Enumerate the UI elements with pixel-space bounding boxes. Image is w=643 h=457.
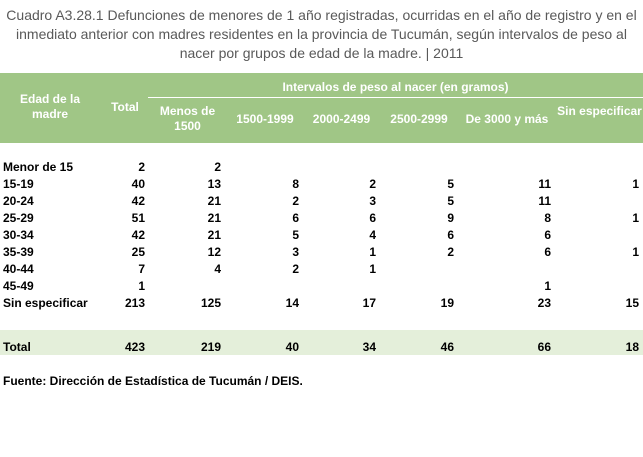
header-column: 2500-2999 bbox=[390, 112, 448, 126]
cell-value: 1 bbox=[632, 245, 639, 259]
cell-value: 12 bbox=[207, 245, 221, 259]
cell-value: 14 bbox=[285, 296, 299, 310]
cell-value: 8 bbox=[544, 211, 551, 225]
cell-value: 15 bbox=[625, 296, 639, 310]
cell-value: 21 bbox=[207, 228, 221, 242]
cell-value: 21 bbox=[207, 194, 221, 208]
cell-value: 2 bbox=[214, 160, 221, 174]
cell-value: 34 bbox=[362, 340, 376, 354]
cell-value: 3 bbox=[369, 194, 376, 208]
cell-value: 6 bbox=[544, 228, 551, 242]
cell-value: 42 bbox=[131, 194, 145, 208]
cell-value: 25 bbox=[131, 245, 145, 259]
header-age: Edad de la madre bbox=[19, 92, 81, 121]
cell-value: 2 bbox=[447, 245, 454, 259]
header-column: Sin especificar bbox=[557, 104, 642, 118]
cell-value: 1 bbox=[138, 279, 145, 293]
row-label: Total bbox=[3, 340, 31, 354]
row-label: 35-39 bbox=[3, 245, 34, 259]
row-label: 30-34 bbox=[3, 228, 34, 242]
cell-value: 6 bbox=[369, 211, 376, 225]
cell-value: 6 bbox=[447, 228, 454, 242]
cell-value: 13 bbox=[207, 177, 221, 191]
cell-value: 423 bbox=[124, 340, 145, 354]
row-label: 25-29 bbox=[3, 211, 34, 225]
cell-value: 9 bbox=[447, 211, 454, 225]
header-column: 2000-2499 bbox=[312, 112, 371, 126]
row-label: Sin especificar bbox=[3, 296, 88, 310]
cell-value: 11 bbox=[538, 194, 551, 208]
cell-value: 5 bbox=[292, 228, 299, 242]
cell-value: 23 bbox=[537, 296, 551, 310]
cell-value: 213 bbox=[124, 296, 145, 310]
cell-value: 1 bbox=[544, 279, 551, 293]
source-note: Fuente: Dirección de Estadística de Tucu… bbox=[3, 374, 303, 388]
cell-value: 1 bbox=[632, 211, 639, 225]
header-band bbox=[0, 73, 643, 143]
row-label: Menor de 15 bbox=[3, 160, 74, 174]
cell-value: 21 bbox=[207, 211, 221, 225]
row-label: 45-49 bbox=[3, 279, 34, 293]
cell-value: 40 bbox=[131, 177, 145, 191]
cell-value: 2 bbox=[138, 160, 145, 174]
cell-value: 2 bbox=[369, 177, 376, 191]
cell-value: 19 bbox=[440, 296, 454, 310]
cell-value: 3 bbox=[292, 245, 299, 259]
cell-value: 6 bbox=[292, 211, 299, 225]
cell-value: 8 bbox=[292, 177, 299, 191]
cell-value: 42 bbox=[131, 228, 145, 242]
row-label: 20-24 bbox=[3, 194, 34, 208]
cell-value: 17 bbox=[362, 296, 376, 310]
cell-value: 6 bbox=[544, 245, 551, 259]
cell-value: 4 bbox=[369, 228, 376, 242]
table-title: Cuadro A3.28.1 Defunciones de menores de… bbox=[6, 7, 637, 61]
header-total: Total bbox=[111, 100, 139, 114]
cell-value: 40 bbox=[285, 340, 299, 354]
cell-value: 2 bbox=[292, 194, 299, 208]
cell-value: 46 bbox=[440, 340, 454, 354]
cell-value: 5 bbox=[447, 194, 454, 208]
cell-value: 1 bbox=[369, 245, 376, 259]
row-label: 40-44 bbox=[3, 262, 34, 276]
total-band bbox=[0, 330, 643, 355]
header-divider bbox=[148, 97, 643, 98]
cell-value: 5 bbox=[447, 177, 454, 191]
header-column: Menos de 1500 bbox=[159, 104, 216, 133]
cell-value: 11 bbox=[538, 177, 551, 191]
header-column: De 3000 y más bbox=[465, 112, 549, 126]
cell-value: 219 bbox=[200, 340, 221, 354]
cell-value: 125 bbox=[200, 296, 221, 310]
header-group: Intervalos de peso al nacer (en gramos) bbox=[282, 80, 509, 94]
cell-value: 4 bbox=[214, 262, 221, 276]
header-column: 1500-1999 bbox=[236, 112, 294, 126]
row-label: 15-19 bbox=[3, 177, 34, 191]
cell-value: 7 bbox=[138, 262, 145, 276]
cell-value: 1 bbox=[632, 177, 639, 191]
cell-value: 1 bbox=[369, 262, 376, 276]
cell-value: 2 bbox=[292, 262, 299, 276]
cell-value: 18 bbox=[625, 340, 639, 354]
cell-value: 51 bbox=[131, 211, 145, 225]
cell-value: 66 bbox=[537, 340, 551, 354]
